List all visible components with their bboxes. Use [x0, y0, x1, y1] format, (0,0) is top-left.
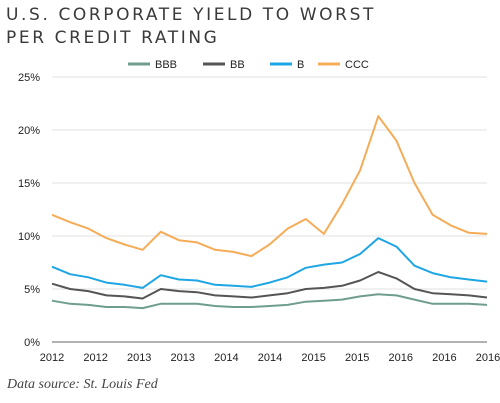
y-tick-label: 0% — [24, 337, 40, 349]
x-tick-label: 2016 — [476, 352, 500, 364]
legend-label-bb: BB — [230, 59, 245, 71]
y-axis-ticks: 0% 5% 10% 15% 20% 25% — [18, 72, 40, 349]
chart-title-line-1: U.S. CORPORATE YIELD TO WORST — [6, 5, 376, 25]
legend-label-bbb: BBB — [155, 59, 177, 71]
x-tick-label: 2013 — [127, 352, 151, 364]
x-tick-label: 2015 — [301, 352, 325, 364]
x-tick-label: 2013 — [171, 352, 195, 364]
legend-label-ccc: CCC — [345, 59, 369, 71]
series-line-ccc — [51, 115, 488, 258]
x-tick-label: 2016 — [432, 352, 456, 364]
x-tick-label: 2014 — [258, 352, 282, 364]
x-tick-label: 2015 — [345, 352, 369, 364]
x-tick-label: 2016 — [389, 352, 413, 364]
chart-title-line-2: PER CREDIT RATING — [6, 28, 220, 48]
y-tick-label: 20% — [18, 125, 40, 137]
x-tick-label: 2012 — [83, 352, 107, 364]
y-tick-label: 15% — [18, 178, 40, 190]
series-lines — [51, 115, 488, 310]
series-line-b — [51, 237, 488, 289]
y-tick-label: 25% — [18, 72, 40, 84]
x-tick-label: 2012 — [40, 352, 64, 364]
y-tick-label: 5% — [24, 284, 40, 296]
legend: BBB BB B CCC — [128, 59, 369, 71]
chart-title: U.S. CORPORATE YIELD TO WORST PER CREDIT… — [6, 4, 426, 50]
y-tick-label: 10% — [18, 231, 40, 243]
series-line-bbb — [51, 293, 488, 310]
data-source-note: Data source: St. Louis Fed — [7, 377, 158, 392]
legend-label-b: B — [297, 59, 304, 71]
x-axis-ticks: 2012 2012 2013 2013 2014 2014 2015 2015 2016 2016… — [40, 352, 500, 364]
x-tick-label: 2014 — [214, 352, 238, 364]
series-line-bb — [51, 271, 488, 300]
